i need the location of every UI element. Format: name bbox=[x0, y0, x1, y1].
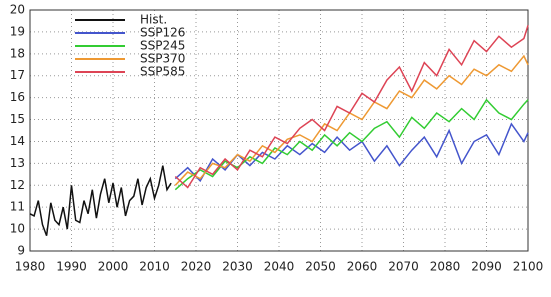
x-tick-label: 2030 bbox=[222, 260, 253, 274]
plot-frame bbox=[29, 9, 529, 252]
y-tick-label: 14 bbox=[10, 134, 25, 148]
series-line bbox=[174, 98, 529, 191]
x-tick-label: 2020 bbox=[181, 260, 212, 274]
x-tick-label: 2060 bbox=[347, 260, 378, 274]
y-tick-label: 9 bbox=[17, 244, 25, 258]
y-tick-label: 19 bbox=[10, 24, 25, 38]
series-line bbox=[174, 122, 529, 183]
y-tick-label: 11 bbox=[10, 200, 25, 214]
y-tick-label: 12 bbox=[10, 178, 25, 192]
series-line bbox=[174, 25, 529, 189]
series-line bbox=[174, 54, 529, 186]
legend-label: SSP370 bbox=[140, 52, 185, 66]
x-tick-label: 1980 bbox=[15, 260, 46, 274]
x-tick-label: 2010 bbox=[139, 260, 170, 274]
x-tick-label: 2000 bbox=[98, 260, 129, 274]
x-tick-label: 2080 bbox=[430, 260, 461, 274]
x-tick-label: 2070 bbox=[388, 260, 419, 274]
legend-label: SSP245 bbox=[140, 39, 185, 53]
y-tick-label: 17 bbox=[10, 68, 25, 82]
y-tick-label: 20 bbox=[10, 3, 25, 17]
legend-label: SSP585 bbox=[140, 65, 185, 79]
legend-label: SSP126 bbox=[140, 26, 185, 40]
y-tick-label: 10 bbox=[10, 222, 25, 236]
x-tick-label: 2100 bbox=[513, 260, 544, 274]
x-tick-label: 2050 bbox=[305, 260, 336, 274]
x-tick-label: 2090 bbox=[471, 260, 502, 274]
x-tick-label: 1990 bbox=[56, 260, 87, 274]
y-tick-label: 18 bbox=[10, 46, 25, 60]
series-line bbox=[29, 165, 172, 236]
y-tick-label: 15 bbox=[10, 112, 25, 126]
legend-label: Hist. bbox=[140, 13, 167, 27]
y-tick-label: 16 bbox=[10, 90, 25, 104]
x-tick-label: 2040 bbox=[264, 260, 295, 274]
y-tick-label: 13 bbox=[10, 156, 25, 170]
